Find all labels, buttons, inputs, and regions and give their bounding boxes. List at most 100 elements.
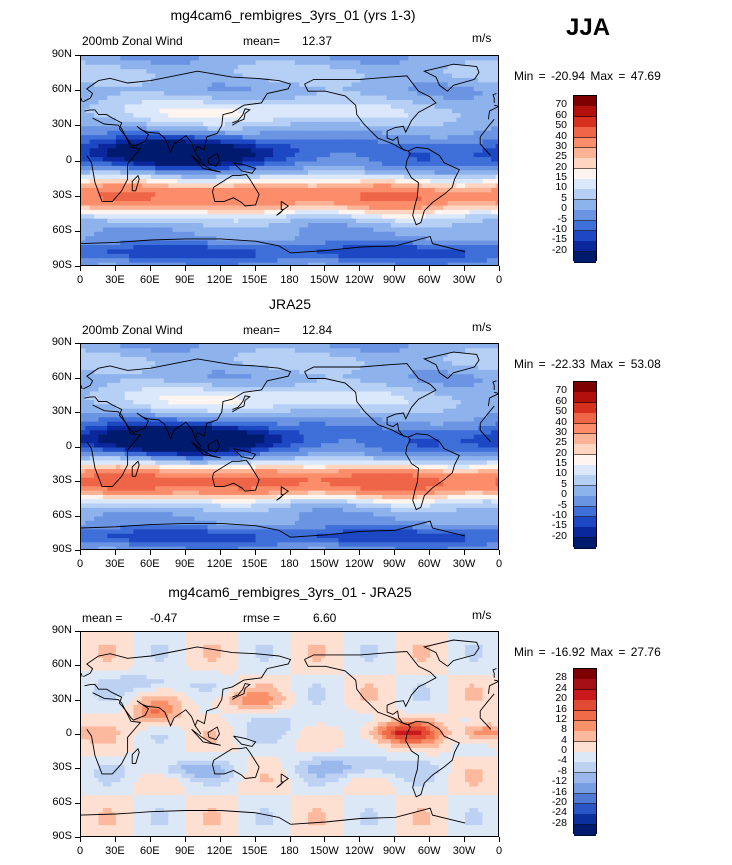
x-tick-label: 30W — [452, 558, 476, 570]
color-bar-label: 8 — [561, 723, 567, 736]
color-bar-label: -12 — [551, 775, 567, 788]
color-bar-segment — [574, 669, 596, 680]
x-tick-label: 0 — [76, 558, 84, 570]
color-bar-label: 20 — [555, 692, 567, 705]
color-bar-label: -4 — [557, 754, 567, 767]
color-bar-segment — [574, 127, 596, 138]
color-bar-segment — [574, 537, 596, 549]
color-bar-segment — [574, 752, 596, 763]
x-tick-mark — [184, 837, 186, 842]
color-bar — [573, 668, 597, 836]
color-bar-label: 70 — [555, 384, 567, 397]
y-tick-label: 0 — [65, 153, 72, 166]
field-label: 200mb Zonal Wind — [82, 323, 183, 337]
x-tick-mark — [114, 837, 116, 842]
y-tick-label: 0 — [65, 439, 72, 452]
x-tick-mark — [464, 550, 466, 555]
color-bar-segment — [574, 720, 596, 732]
min-max-readout: Min = -20.94 Max = 47.69 — [514, 69, 661, 83]
x-tick-label: 150W — [310, 558, 339, 570]
color-bar-label: 24 — [555, 681, 567, 694]
color-bar-label: 10 — [555, 467, 567, 480]
color-bar-segment — [574, 147, 596, 159]
color-bar-label: -24 — [551, 806, 567, 819]
color-bar-segment — [574, 824, 596, 836]
color-bar-segment — [574, 433, 596, 445]
color-bar-label: -20 — [551, 243, 567, 256]
y-tick-mark — [75, 550, 80, 551]
color-bar-segment — [574, 506, 596, 518]
y-tick-label: 60N — [51, 658, 72, 671]
color-bar-segment — [574, 413, 596, 424]
color-bar-label: 60 — [555, 394, 567, 407]
y-tick-mark — [75, 837, 80, 838]
color-bar-segment — [574, 527, 596, 539]
y-tick-label: 60S — [52, 508, 72, 521]
color-bar-segment — [574, 741, 596, 753]
color-bar-label: 0 — [561, 744, 567, 756]
color-bar-segment — [574, 179, 596, 190]
x-tick-label: 30E — [105, 274, 125, 286]
color-bar-label: 60 — [555, 108, 567, 121]
x-tick-label: 120E — [206, 274, 233, 286]
contour-map — [80, 55, 499, 266]
y-tick-mark — [75, 160, 80, 162]
stat-rmse-label: rmse = — [243, 611, 281, 625]
x-tick-mark — [184, 550, 186, 555]
x-tick-mark — [114, 266, 116, 271]
color-bar-segment — [574, 496, 596, 507]
x-tick-mark — [359, 550, 361, 555]
color-bar-label: 15 — [555, 457, 567, 469]
x-tick-label: 180 — [280, 558, 299, 570]
color-bar-label: -5 — [557, 212, 567, 225]
y-tick-mark — [75, 768, 80, 770]
color-bar-segment — [574, 814, 596, 826]
color-bar-label: -5 — [557, 498, 567, 511]
x-tick-label: 0 — [495, 274, 503, 286]
color-bar-label: -10 — [551, 222, 567, 235]
x-tick-label: 30W — [452, 274, 476, 286]
x-tick-label: 60E — [140, 558, 160, 570]
x-tick-mark — [80, 550, 81, 555]
y-tick-label: 30S — [52, 761, 72, 774]
color-bar-segment — [574, 423, 596, 435]
color-bar-segment — [574, 689, 596, 701]
x-tick-mark — [254, 266, 256, 271]
x-tick-label: 120W — [344, 274, 374, 286]
panel-title: mg4cam6_rembigres_3yrs_01 - JRA25 — [168, 584, 412, 600]
stat-mean-value: 12.37 — [302, 34, 333, 48]
color-bar-segment — [574, 772, 596, 784]
y-tick-mark — [75, 343, 80, 344]
color-bar-segment — [574, 241, 596, 253]
units-label: m/s — [472, 320, 492, 334]
color-bar-segment — [574, 106, 596, 118]
x-tick-mark — [289, 837, 291, 842]
min-max-readout: Min = -16.92 Max = 27.76 — [514, 645, 661, 659]
x-tick-mark — [219, 837, 221, 842]
color-bar-segment — [574, 710, 596, 722]
color-bar-segment — [574, 454, 596, 466]
y-tick-mark — [75, 412, 80, 413]
color-bar-label: -15 — [551, 233, 567, 246]
y-tick-label: 30S — [52, 474, 72, 486]
x-tick-label: 90W — [382, 845, 406, 857]
color-bar-label: -16 — [551, 785, 567, 798]
x-tick-mark — [324, 837, 326, 842]
color-bar-label: -28 — [551, 816, 567, 829]
stat-rmse-value: 6.60 — [313, 611, 337, 625]
color-bar-segment — [574, 803, 596, 815]
x-tick-mark — [394, 837, 396, 842]
y-tick-mark — [75, 446, 80, 448]
color-bar-segment — [574, 465, 596, 476]
x-tick-label: 60W — [417, 558, 441, 570]
stat-mean-label: mean= — [243, 34, 281, 48]
color-bar-segment — [574, 444, 596, 456]
y-tick-mark — [75, 631, 80, 632]
color-bar-label: 30 — [555, 139, 567, 152]
color-bar-label: -8 — [557, 764, 567, 777]
x-tick-label: 90E — [174, 558, 195, 570]
color-bar-segment — [574, 485, 596, 497]
y-tick-mark — [75, 515, 80, 517]
shaded-field — [81, 56, 498, 265]
y-tick-mark — [75, 734, 80, 735]
